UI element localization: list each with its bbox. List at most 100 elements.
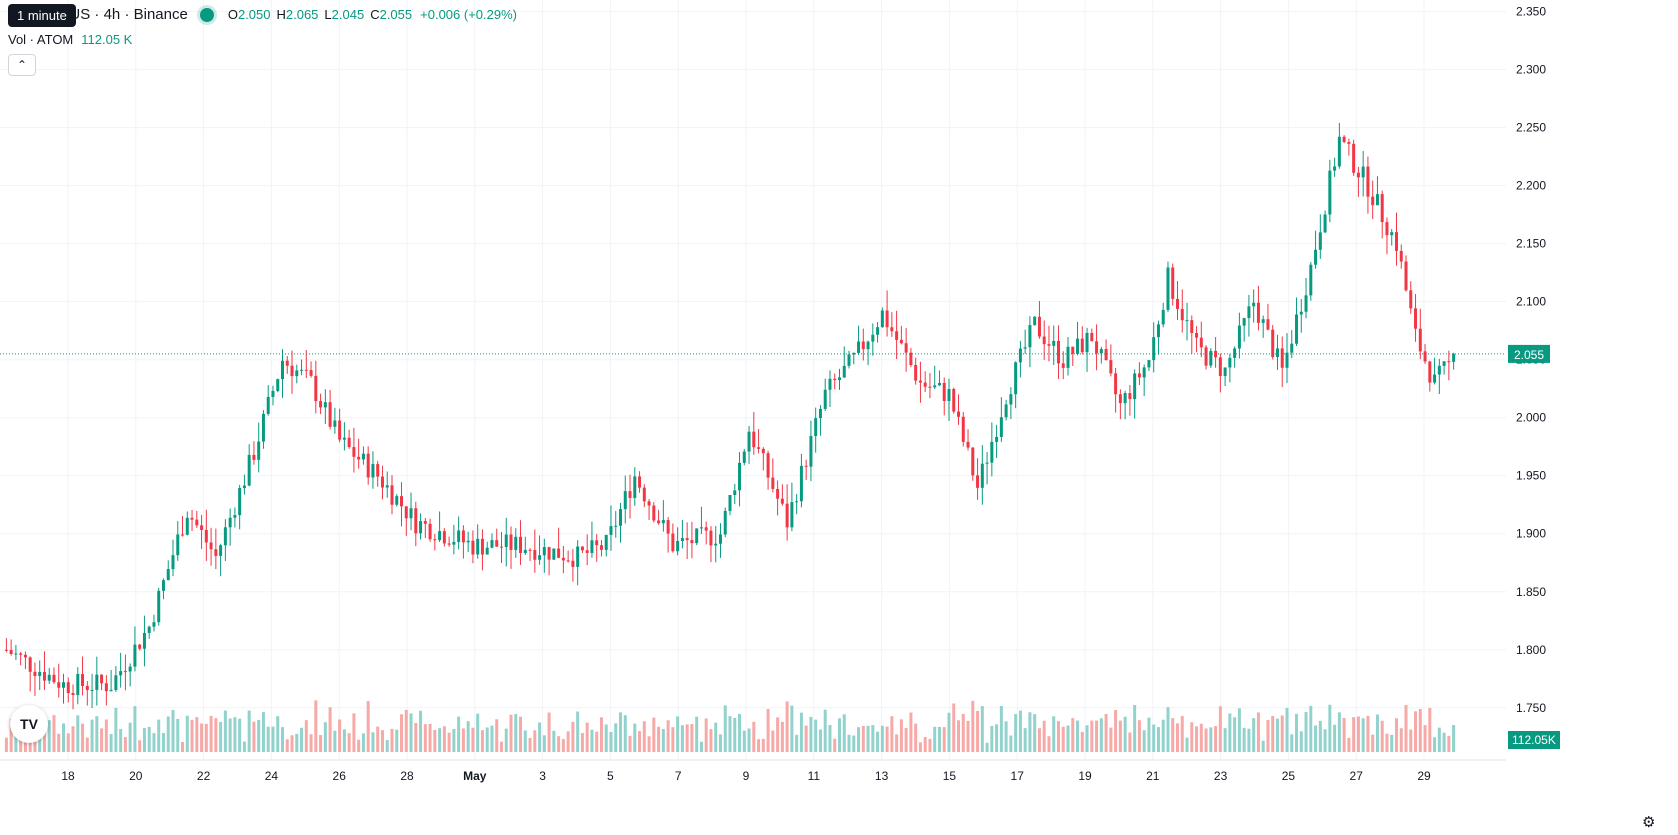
volume-bar — [595, 731, 599, 752]
candle-body — [485, 547, 489, 555]
price-axis[interactable]: 2.3502.3002.2502.2002.1502.1002.0502.000… — [1506, 0, 1678, 835]
candle-body — [961, 416, 965, 442]
candle-body — [23, 654, 27, 658]
volume-bar — [352, 713, 356, 752]
volume-bar — [714, 722, 718, 752]
candle-body — [395, 496, 399, 505]
candle-body — [761, 448, 765, 454]
gear-icon[interactable]: ⚙ — [1642, 814, 1656, 831]
candle-body — [252, 454, 256, 460]
volume-bar — [1009, 735, 1013, 752]
volume-bar — [1423, 725, 1427, 752]
volume-bar — [1314, 725, 1318, 752]
volume-bar — [1195, 726, 1199, 752]
volume-bar — [442, 726, 446, 752]
volume-bar — [1433, 737, 1437, 752]
candle-body — [1195, 333, 1199, 338]
time-tick-label: 5 — [607, 769, 614, 783]
candle-body — [9, 649, 13, 654]
candle-body — [1047, 344, 1051, 346]
volume-bar — [438, 728, 442, 752]
volume-bar — [1061, 726, 1065, 752]
volume-bar — [485, 727, 489, 752]
candle-body — [261, 413, 265, 442]
candle-body — [1014, 362, 1018, 395]
candle-body — [1323, 214, 1327, 233]
candle-body — [266, 396, 270, 414]
candle-body — [595, 540, 599, 546]
market-status-icon[interactable] — [199, 7, 214, 22]
volume-bar — [52, 715, 56, 752]
volume-bar — [957, 720, 961, 752]
volume-label: Vol · ATOM — [8, 32, 74, 47]
tradingview-logo[interactable]: TV — [10, 705, 48, 743]
candle-body — [723, 510, 727, 535]
candle-body — [1180, 308, 1184, 321]
volume-bar — [409, 713, 413, 752]
volume-bar — [576, 711, 580, 752]
volume-legend: Vol · ATOM 112.05 K — [8, 32, 132, 47]
candle-body — [766, 453, 770, 478]
candle-body — [709, 530, 713, 546]
candle-body — [38, 671, 42, 676]
candle-body — [671, 533, 675, 552]
volume-bar — [1285, 707, 1289, 752]
candle-body — [509, 534, 513, 550]
candle-body — [918, 380, 922, 383]
volume-bar — [1190, 722, 1194, 752]
time-tick-label: 9 — [743, 769, 750, 783]
candle-body — [152, 622, 156, 627]
volume-bar — [985, 742, 989, 752]
price-tick-label: 2.100 — [1516, 295, 1546, 309]
candle-body — [738, 462, 742, 491]
candle-body — [937, 382, 941, 386]
candle-body — [1266, 319, 1270, 330]
candle-body — [1114, 373, 1118, 395]
candle-body — [1423, 351, 1427, 362]
volume-bar — [461, 728, 465, 752]
volume-bar — [928, 738, 932, 752]
volume-bar — [319, 735, 323, 752]
volume-bar — [699, 741, 703, 752]
volume-bar — [314, 700, 318, 752]
volume-bar — [1304, 712, 1308, 752]
volume-bar — [452, 728, 456, 752]
candle-body — [657, 520, 661, 524]
candle-body — [390, 485, 394, 505]
volume-bar — [976, 710, 980, 752]
volume-bar — [347, 733, 351, 752]
volume-bar — [1333, 724, 1337, 752]
volume-bar — [619, 712, 623, 752]
candle-body — [628, 491, 632, 498]
volume-bar — [890, 716, 894, 752]
candle-body — [1252, 302, 1256, 307]
time-tick-label: 3 — [539, 769, 546, 783]
volume-bar — [1114, 710, 1118, 752]
volume-bar — [1280, 715, 1284, 752]
volume-bar — [514, 714, 518, 752]
candle-body — [1428, 361, 1432, 383]
volume-bar — [266, 726, 270, 752]
volume-bar — [471, 727, 475, 752]
candle-body — [1394, 232, 1398, 251]
volume-bar — [495, 719, 499, 752]
candle-body — [95, 674, 99, 690]
candle-body — [28, 657, 32, 672]
candle-body — [1337, 136, 1341, 167]
volume-bar — [19, 737, 23, 752]
candle-body — [942, 382, 946, 401]
candle-body — [842, 365, 846, 378]
volume-bar — [357, 739, 361, 752]
volume-bar — [876, 731, 880, 752]
candle-body — [652, 505, 656, 521]
volume-bar — [1199, 723, 1203, 752]
collapse-legend-button[interactable]: ⌃ — [8, 54, 36, 76]
volume-bar — [1004, 721, 1008, 752]
volume-bar — [176, 718, 180, 752]
volume-bar — [833, 738, 837, 752]
candle-body — [552, 548, 556, 560]
volume-bar — [1394, 718, 1398, 752]
time-axis[interactable]: 18 20 22 24 26 28 May 3 5 7 9 11 13 15 17 19 21 23 25 27 29 — [0, 759, 1506, 783]
volume-bar — [338, 719, 342, 752]
